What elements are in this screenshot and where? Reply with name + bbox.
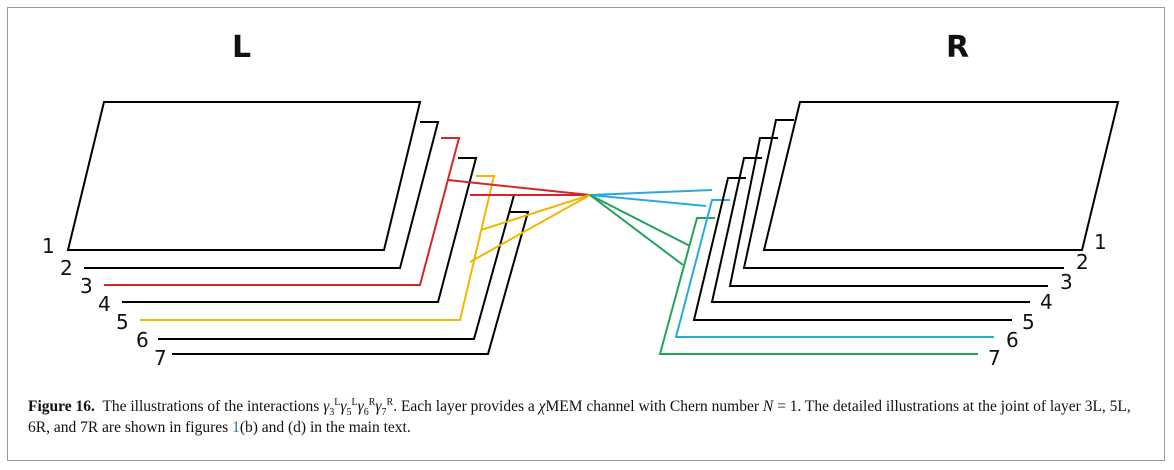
left-layer-number: 2 [60, 256, 73, 280]
layer-4L-plate [122, 157, 478, 303]
figure-caption: Figure 16. The illustrations of the inte… [28, 396, 1148, 438]
subscript: 6 [363, 407, 369, 419]
layer-4R-plate [710, 157, 1030, 303]
caption-text: . Each layer provides a [393, 398, 539, 415]
layer-7R-plate [658, 217, 978, 355]
caption-text: MEM channel with Chern number [545, 398, 763, 415]
left-layer-number: 1 [42, 234, 55, 258]
left-layer-number: 5 [116, 310, 129, 334]
layer-5L-connector [469, 194, 591, 263]
caption-label: Figure 16. [28, 398, 95, 415]
layer-1R-plate [762, 101, 1120, 251]
layer-illustration [66, 101, 1120, 355]
layer-1L-plate [66, 101, 422, 251]
left-layer-number: 7 [154, 346, 167, 370]
superscript: L [334, 396, 341, 408]
right-layer-number: 2 [1076, 250, 1089, 274]
superscript: R [368, 396, 376, 408]
superscript: R [386, 396, 394, 408]
layer-3L-plate [104, 137, 461, 286]
layer-3L-connector [447, 179, 591, 196]
caption-text: (b) and (d) in the main text. [239, 419, 411, 436]
layer-5L-plate [140, 175, 496, 321]
layer-7R-connector [589, 194, 684, 266]
gamma-symbol: γ [340, 398, 347, 415]
gamma-symbol: γ [357, 398, 364, 415]
right-layer-number: 1 [1094, 230, 1107, 254]
figure-reference-link[interactable]: 1 [232, 419, 240, 436]
layer-6R-connector [589, 189, 713, 196]
right-layer-number: 4 [1040, 290, 1053, 314]
layer-6R-connector [589, 194, 707, 207]
left-layer-number: 4 [98, 292, 111, 316]
subscript: 3 [329, 407, 335, 419]
gamma-symbol: γ [323, 398, 330, 415]
right-layer-number: 3 [1060, 270, 1073, 294]
gamma-symbol: γ [375, 398, 382, 415]
layer-2L-plate [84, 121, 440, 269]
right-side-label: R [946, 30, 970, 65]
caption-text: The illustrations of the interactions [102, 398, 324, 415]
superscript: L [351, 396, 358, 408]
right-layer-number: 5 [1022, 310, 1035, 334]
left-side-label: L [232, 30, 252, 65]
layer-7R-connector [589, 194, 691, 247]
chi-symbol: χ [538, 398, 546, 415]
right-layer-number: 6 [1006, 328, 1019, 352]
layer-5L-connector [480, 194, 591, 231]
layer-3R-plate [728, 137, 1048, 287]
right-layer-number: 7 [988, 346, 1001, 370]
layer-7L-plate [172, 211, 530, 355]
caption-text: = 1. The detailed illustrations at the j… [28, 398, 1131, 436]
layer-6R-plate [674, 199, 994, 338]
layer-5R-plate [692, 177, 1012, 321]
left-layer-number: 6 [136, 328, 149, 352]
subscript: 5 [346, 407, 352, 419]
chern-symbol: N [762, 398, 774, 415]
layer-2R-plate [742, 119, 1064, 269]
subscript: 7 [381, 407, 387, 419]
left-layer-number: 3 [80, 274, 93, 298]
